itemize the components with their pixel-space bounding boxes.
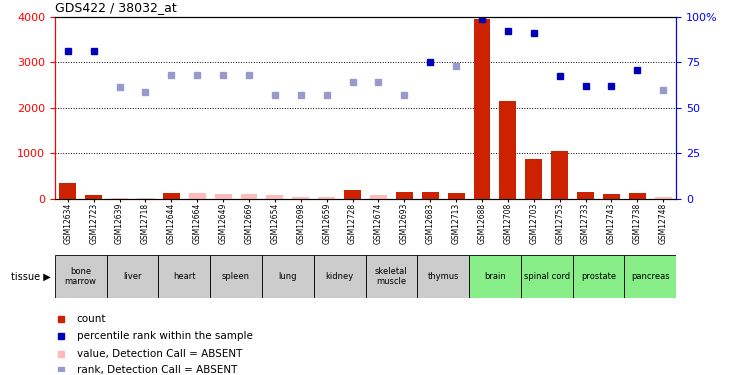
Text: prostate: prostate: [581, 272, 616, 281]
Bar: [526, 159, 542, 199]
Text: count: count: [77, 314, 106, 324]
Bar: [417, 255, 469, 298]
Text: brain: brain: [484, 272, 506, 281]
Bar: [55, 255, 107, 298]
Text: skeletal
muscle: skeletal muscle: [375, 267, 408, 286]
Text: rank, Detection Call = ABSENT: rank, Detection Call = ABSENT: [77, 365, 237, 375]
Bar: [521, 255, 572, 298]
Bar: [240, 194, 257, 199]
Text: liver: liver: [124, 272, 142, 281]
Bar: [262, 255, 314, 298]
Bar: [629, 193, 645, 199]
Bar: [366, 255, 417, 298]
Bar: [422, 192, 439, 199]
Text: value, Detection Call = ABSENT: value, Detection Call = ABSENT: [77, 349, 242, 359]
Bar: [314, 255, 366, 298]
Bar: [107, 255, 159, 298]
Bar: [86, 195, 102, 199]
Bar: [624, 255, 676, 298]
Bar: [111, 198, 128, 199]
Bar: [499, 101, 516, 199]
Bar: [603, 194, 620, 199]
Text: thymus: thymus: [428, 272, 459, 281]
Text: heart: heart: [173, 272, 195, 281]
Bar: [577, 192, 594, 199]
Bar: [137, 198, 154, 199]
Text: spinal cord: spinal cord: [523, 272, 569, 281]
Text: spleen: spleen: [222, 272, 250, 281]
Bar: [318, 197, 335, 199]
Bar: [469, 255, 520, 298]
Bar: [215, 194, 232, 199]
Bar: [474, 19, 491, 199]
Bar: [572, 255, 624, 298]
Text: percentile rank within the sample: percentile rank within the sample: [77, 331, 252, 341]
Bar: [551, 150, 568, 199]
Text: bone
marrow: bone marrow: [65, 267, 96, 286]
Text: GDS422 / 38032_at: GDS422 / 38032_at: [55, 2, 177, 14]
Bar: [292, 197, 309, 199]
Bar: [211, 255, 262, 298]
Bar: [447, 193, 464, 199]
Text: tissue ▶: tissue ▶: [12, 272, 51, 282]
Bar: [189, 193, 205, 199]
Text: kidney: kidney: [325, 272, 354, 281]
Text: lung: lung: [279, 272, 297, 281]
Text: pancreas: pancreas: [631, 272, 670, 281]
Bar: [655, 197, 672, 199]
Bar: [59, 183, 76, 199]
Bar: [344, 190, 361, 199]
Bar: [159, 255, 211, 298]
Bar: [396, 192, 413, 199]
Bar: [267, 195, 284, 199]
Bar: [370, 195, 387, 199]
Bar: [163, 193, 180, 199]
